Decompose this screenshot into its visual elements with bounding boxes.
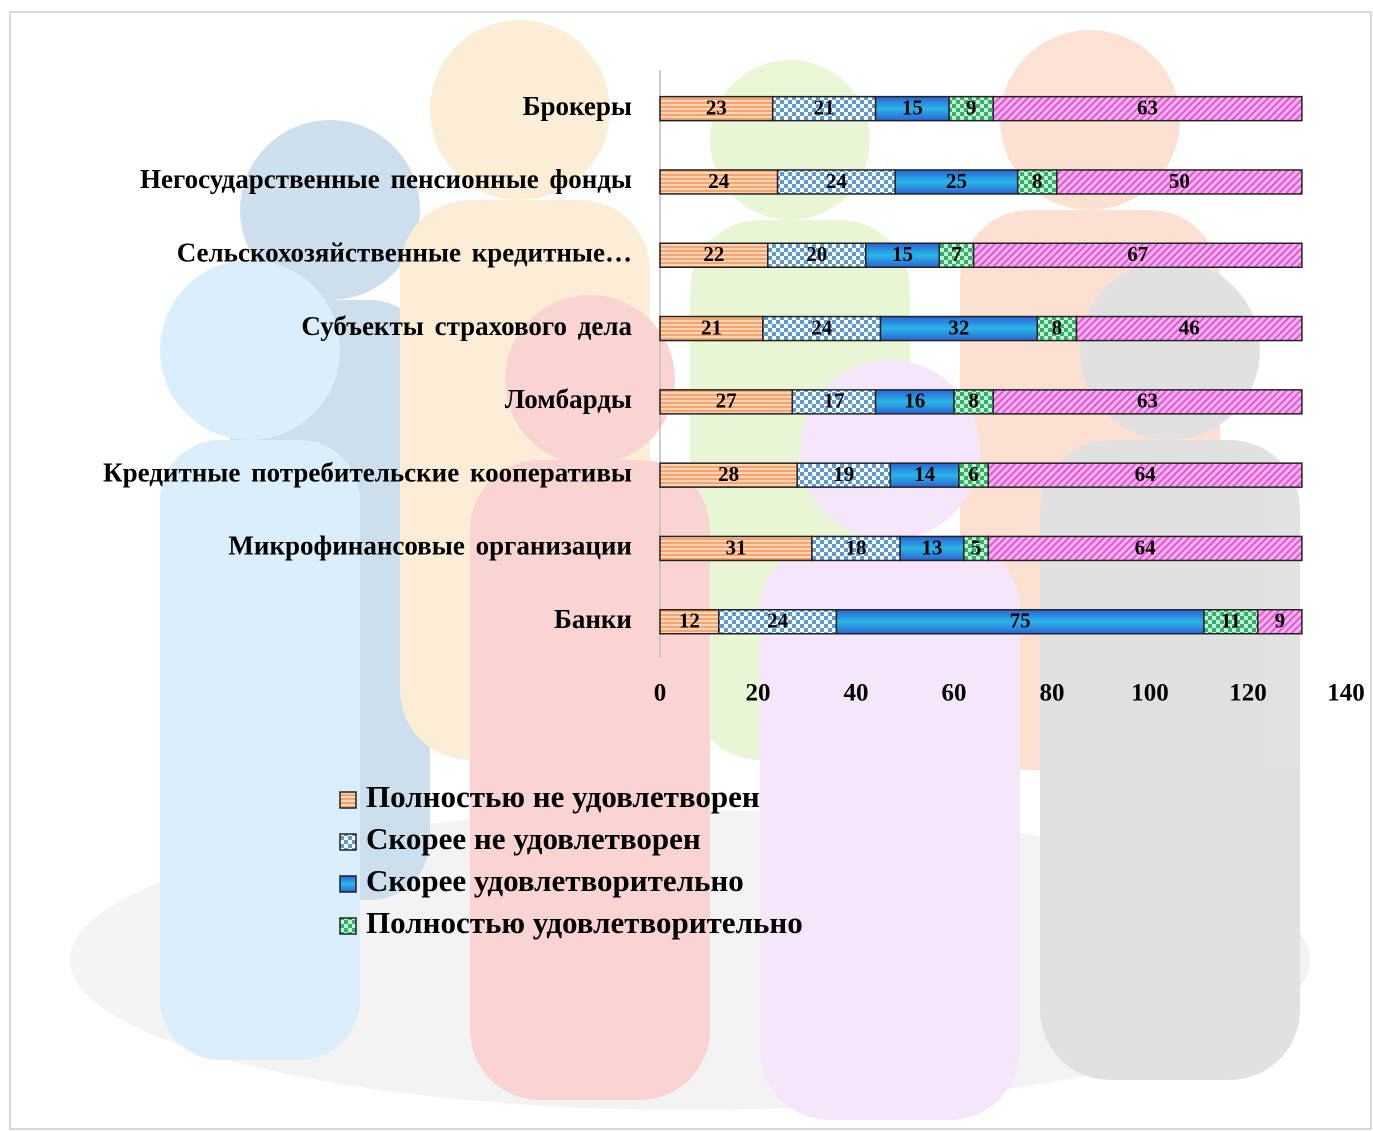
x-tick-label: 60 bbox=[942, 680, 967, 707]
data-label: 24 bbox=[708, 169, 730, 193]
legend-swatch bbox=[340, 792, 356, 808]
category-label: Кредитные потребительские кооперативы bbox=[103, 457, 632, 487]
category-label: Микрофинансовые организации bbox=[228, 531, 632, 561]
data-label: 31 bbox=[725, 535, 746, 559]
data-label: 8 bbox=[1052, 315, 1063, 339]
data-label: 64 bbox=[1135, 535, 1157, 559]
category-label: Банки bbox=[554, 604, 632, 634]
data-label: 18 bbox=[846, 535, 867, 559]
x-tick-label: 120 bbox=[1229, 680, 1267, 707]
data-label: 6 bbox=[968, 462, 979, 486]
x-tick-label: 0 bbox=[654, 680, 667, 707]
legend-label: Полностью не удовлетворен bbox=[366, 779, 760, 814]
x-tick-label: 80 bbox=[1040, 680, 1065, 707]
data-label: 46 bbox=[1179, 315, 1200, 339]
chart: 0 20 40 60 80 100 120 140 Брокеры 23 21 15 9 63 Негосу… bbox=[0, 0, 1373, 1131]
category-label: Ломбарды bbox=[505, 384, 632, 414]
data-label: 67 bbox=[1127, 242, 1148, 266]
data-label: 24 bbox=[767, 609, 789, 633]
data-label: 22 bbox=[703, 242, 724, 266]
category-label: Сельскохозяйственные кредитные… bbox=[177, 237, 632, 267]
data-label: 23 bbox=[706, 95, 727, 119]
data-label: 7 bbox=[951, 242, 962, 266]
data-label: 24 bbox=[811, 315, 833, 339]
x-tick-label: 40 bbox=[844, 680, 869, 707]
x-tick-label: 20 bbox=[746, 680, 771, 707]
legend-label: Скорее не удовлетворен bbox=[366, 821, 701, 856]
data-label: 63 bbox=[1137, 389, 1158, 413]
data-label: 8 bbox=[1032, 169, 1043, 193]
data-label: 32 bbox=[948, 315, 969, 339]
legend-swatch bbox=[340, 918, 356, 934]
x-tick-label: 100 bbox=[1131, 680, 1169, 707]
x-tick-label: 140 bbox=[1327, 680, 1365, 707]
data-label: 20 bbox=[806, 242, 827, 266]
legend-label: Скорее удовлетворительно bbox=[366, 863, 744, 898]
data-label: 21 bbox=[814, 95, 835, 119]
data-label: 12 bbox=[679, 609, 700, 633]
data-label: 28 bbox=[718, 462, 739, 486]
data-label: 21 bbox=[701, 315, 722, 339]
data-label: 17 bbox=[823, 389, 844, 413]
data-label: 19 bbox=[833, 462, 854, 486]
category-label: Брокеры bbox=[523, 91, 632, 121]
data-label: 9 bbox=[966, 95, 977, 119]
data-label: 5 bbox=[971, 535, 982, 559]
data-label: 8 bbox=[968, 389, 979, 413]
data-label: 11 bbox=[1221, 609, 1241, 633]
category-label: Субъекты страхового дела bbox=[301, 311, 632, 341]
data-label: 9 bbox=[1275, 609, 1286, 633]
legend-swatch bbox=[340, 876, 356, 892]
data-label: 25 bbox=[946, 169, 967, 193]
data-label: 27 bbox=[716, 389, 737, 413]
data-label: 50 bbox=[1169, 169, 1190, 193]
data-label: 14 bbox=[914, 462, 936, 486]
legend-label: Полностью удовлетворительно bbox=[366, 905, 803, 940]
data-label: 15 bbox=[902, 95, 923, 119]
data-label: 13 bbox=[921, 535, 942, 559]
legend-swatch bbox=[340, 834, 356, 850]
data-label: 64 bbox=[1135, 462, 1157, 486]
data-label: 63 bbox=[1137, 95, 1158, 119]
data-label: 16 bbox=[904, 389, 925, 413]
category-label: Негосударственные пенсионные фонды bbox=[140, 164, 632, 194]
data-label: 24 bbox=[826, 169, 848, 193]
data-label: 75 bbox=[1010, 609, 1031, 633]
data-label: 15 bbox=[892, 242, 913, 266]
